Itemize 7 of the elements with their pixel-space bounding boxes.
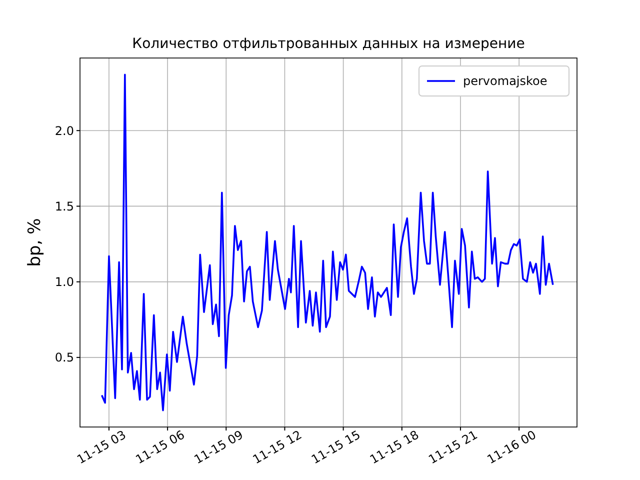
y-axis-title: bp, % <box>25 218 45 267</box>
chart-title: Количество отфильтрованных данных на измерение <box>132 36 525 52</box>
y-tick-label: 1.0 <box>54 275 74 290</box>
y-tick-label: 1.5 <box>54 199 74 214</box>
y-tick-label: 0.5 <box>54 350 74 365</box>
legend-label: pervomajskoe <box>463 74 548 88</box>
y-tick-label: 2.0 <box>54 124 74 138</box>
